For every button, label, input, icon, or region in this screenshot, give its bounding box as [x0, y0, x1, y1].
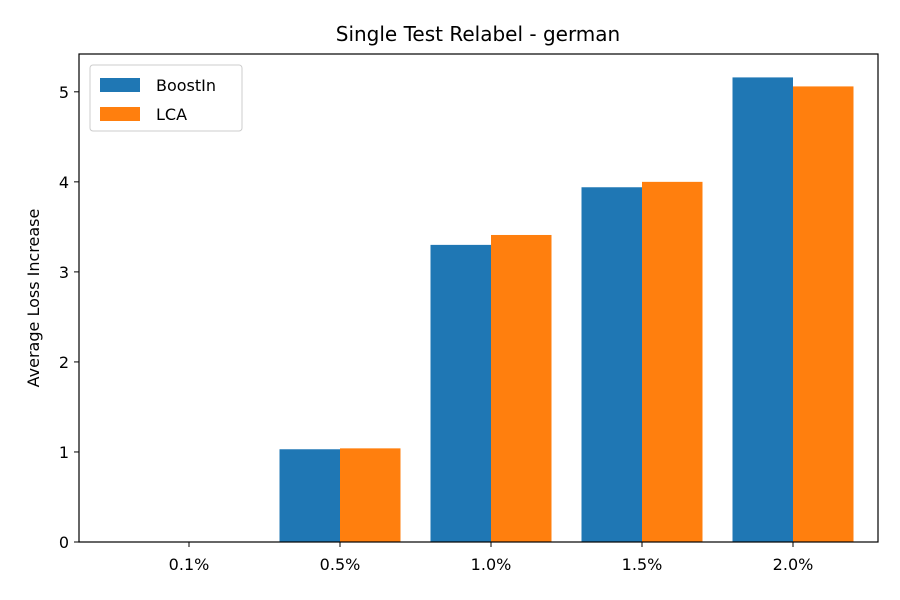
x-tick-label: 2.0% [773, 555, 814, 574]
y-axis-title: Average Loss Increase [24, 209, 43, 388]
x-tick-label: 0.5% [320, 555, 361, 574]
y-tick-label: 4 [59, 173, 69, 192]
bar-lca-3 [642, 181, 703, 542]
y-axis: 0 1 2 3 4 5 [59, 83, 79, 552]
y-tick-label: 5 [59, 83, 69, 102]
x-tick-label: 1.0% [471, 555, 512, 574]
chart-title: Single Test Relabel - german [336, 22, 620, 46]
bar-boostin-4 [732, 77, 793, 542]
legend-swatch-boostin [100, 78, 140, 92]
legend-label-lca: LCA [156, 105, 187, 124]
legend-label-boostin: BoostIn [156, 76, 216, 95]
bars-group [279, 77, 854, 543]
bar-boostin-1 [279, 449, 340, 542]
bar-lca-1 [340, 448, 401, 542]
y-tick-label: 2 [59, 353, 69, 372]
legend-swatch-lca [100, 107, 140, 121]
y-tick-label: 0 [59, 533, 69, 552]
legend: BoostIn LCA [89, 64, 243, 132]
x-axis: 0.1% 0.5% 1.0% 1.5% 2.0% [169, 542, 814, 574]
plot-area-frame [78, 53, 879, 543]
bar-lca-2 [491, 234, 552, 542]
bar-boostin-2 [430, 244, 491, 542]
bar-lca-4 [793, 86, 854, 543]
y-tick-label: 1 [59, 443, 69, 462]
y-tick-label: 3 [59, 263, 69, 282]
bar-boostin-3 [581, 187, 642, 542]
x-tick-label: 0.1% [169, 555, 210, 574]
x-tick-label: 1.5% [622, 555, 663, 574]
